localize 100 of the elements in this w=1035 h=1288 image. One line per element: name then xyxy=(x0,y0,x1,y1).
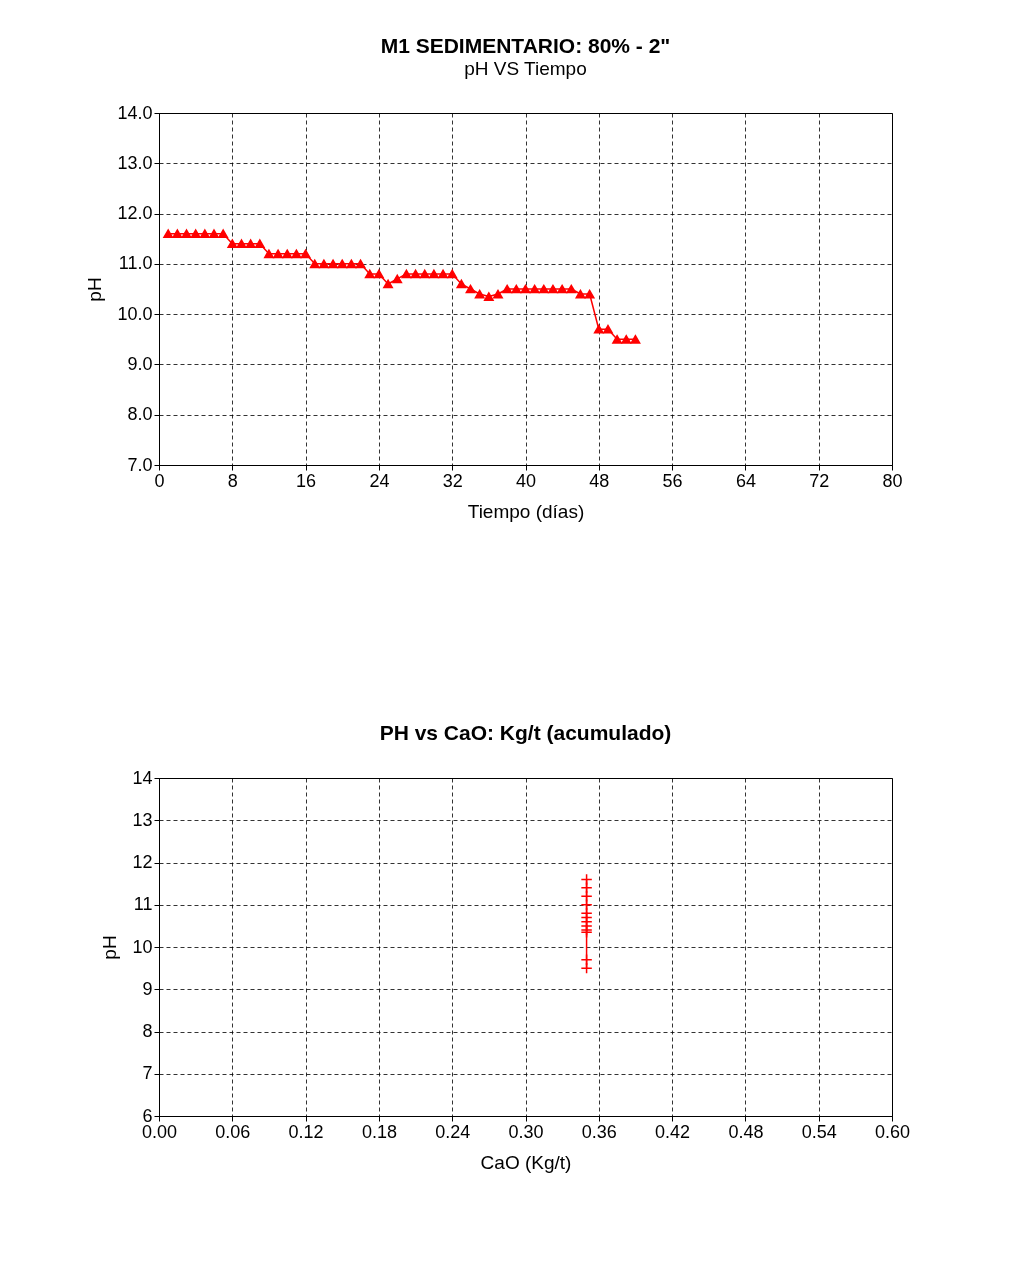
point xyxy=(447,269,458,279)
x-tick-label: 0.12 xyxy=(288,1121,324,1142)
point xyxy=(328,259,339,269)
point xyxy=(580,873,593,886)
x-tick-label: 0.54 xyxy=(801,1121,837,1142)
point xyxy=(172,229,183,239)
y-axis-title: pH xyxy=(99,935,121,960)
point xyxy=(218,229,229,239)
point xyxy=(401,269,412,279)
x-tick-label: 24 xyxy=(369,470,390,491)
point xyxy=(254,239,265,249)
point xyxy=(593,324,604,334)
point xyxy=(163,229,174,239)
x-tick-label: 0.24 xyxy=(435,1121,471,1142)
y-axis-title: pH xyxy=(84,277,106,302)
y-tick-label: 13 xyxy=(132,809,153,830)
point xyxy=(456,279,467,289)
point xyxy=(346,259,357,269)
x-tick-label: 0.06 xyxy=(215,1121,251,1142)
x-axis-title: CaO (Kg/t) xyxy=(480,1151,572,1173)
point xyxy=(630,334,641,344)
point xyxy=(584,289,595,299)
point xyxy=(483,292,494,301)
y-tick-label: 9.0 xyxy=(127,353,153,374)
y-tick-label: 7 xyxy=(142,1063,153,1084)
point xyxy=(538,284,549,294)
x-tick-label: 0.60 xyxy=(874,1121,911,1142)
y-tick-label: 10.0 xyxy=(117,303,153,324)
point xyxy=(580,890,593,903)
point xyxy=(318,259,329,269)
y-tick-label: 8.0 xyxy=(127,404,153,425)
x-tick-label: 64 xyxy=(735,470,756,491)
point xyxy=(612,334,623,344)
point xyxy=(557,284,568,294)
point xyxy=(392,274,403,284)
point xyxy=(580,881,593,894)
point xyxy=(428,269,439,279)
point xyxy=(575,289,586,299)
point xyxy=(474,289,485,299)
chart-subtitle: pH VS Tiempo xyxy=(464,58,587,79)
x-tick-label: 32 xyxy=(442,470,463,491)
point xyxy=(566,284,577,294)
point xyxy=(580,962,593,975)
x-tick-label: 0.36 xyxy=(581,1121,617,1142)
point xyxy=(502,284,513,294)
y-tick-label: 14 xyxy=(132,767,153,788)
point xyxy=(410,269,421,279)
y-tick-label: 11.0 xyxy=(118,253,153,274)
x-tick-label: 16 xyxy=(296,470,317,491)
x-tick-label: 56 xyxy=(662,470,683,491)
point xyxy=(227,239,238,249)
point xyxy=(273,249,284,259)
point xyxy=(209,229,219,239)
point xyxy=(236,239,247,249)
point xyxy=(181,229,192,239)
x-tick-label: 72 xyxy=(809,470,830,491)
point xyxy=(364,269,375,279)
x-tick-label: 80 xyxy=(882,470,903,491)
point xyxy=(291,249,302,259)
point xyxy=(199,229,210,239)
point xyxy=(190,229,201,239)
point xyxy=(529,284,540,294)
point xyxy=(603,324,613,334)
x-tick-label: 8 xyxy=(227,470,238,491)
point xyxy=(245,239,256,249)
x-tick-label: 40 xyxy=(515,470,537,491)
y-tick-label: 7.0 xyxy=(127,454,153,475)
point xyxy=(282,249,293,259)
point xyxy=(548,284,558,294)
x-tick-label: 0.30 xyxy=(508,1121,544,1142)
x-tick-label: 0.42 xyxy=(655,1121,691,1142)
x-tick-label: 0.48 xyxy=(728,1121,764,1142)
y-tick-label: 11 xyxy=(133,894,153,915)
y-tick-label: 12.0 xyxy=(117,203,153,224)
point xyxy=(337,259,348,269)
y-tick-label: 10 xyxy=(132,936,153,957)
point xyxy=(419,269,430,279)
point xyxy=(493,289,503,299)
point xyxy=(373,269,384,279)
x-tick-label: 0 xyxy=(154,470,165,491)
point xyxy=(383,279,393,289)
point xyxy=(520,284,531,294)
y-tick-label: 12 xyxy=(132,852,153,872)
point xyxy=(438,269,448,279)
point xyxy=(355,259,366,269)
y-tick-label: 9 xyxy=(142,978,153,999)
x-axis-title: Tiempo (días) xyxy=(467,500,585,522)
y-tick-label: 8 xyxy=(142,1021,153,1041)
x-tick-label: 48 xyxy=(589,470,610,491)
point xyxy=(621,334,632,344)
chart-title: PH vs CaO: Kg/t (acumulado) xyxy=(379,721,672,744)
point xyxy=(309,259,320,269)
y-tick-label: 14.0 xyxy=(117,102,153,123)
chart-title: M1 SEDIMENTARIO: 80% - 2" xyxy=(380,34,671,57)
point xyxy=(580,898,593,911)
point xyxy=(511,284,522,294)
point xyxy=(465,284,476,294)
point xyxy=(300,249,311,259)
x-tick-label: 0.18 xyxy=(361,1121,397,1142)
point xyxy=(264,249,274,259)
